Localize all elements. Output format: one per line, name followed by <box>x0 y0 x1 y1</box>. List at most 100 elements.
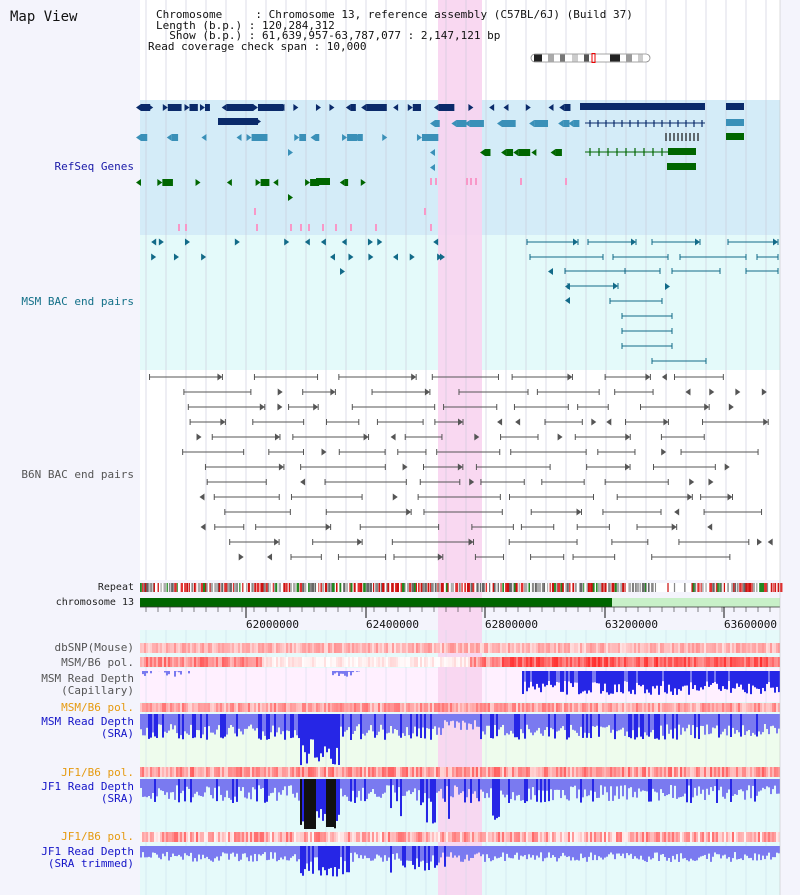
heat-cell <box>346 643 348 653</box>
depth-bar <box>606 846 608 857</box>
gene-arrow <box>468 538 474 546</box>
repeat-element <box>505 583 508 592</box>
heat-cell <box>492 832 494 842</box>
depth-bar <box>400 714 402 738</box>
heat-cell <box>322 657 324 667</box>
heat-cell <box>616 703 618 712</box>
depth-bar <box>700 846 702 857</box>
depth-bar <box>538 846 540 858</box>
depth-bar <box>620 846 622 856</box>
depth-bar <box>270 846 272 853</box>
gene-feature <box>290 224 292 231</box>
heat-cell <box>668 767 670 777</box>
heat-cell <box>288 832 290 842</box>
depth-bar <box>738 846 740 859</box>
depth-bar <box>164 846 166 857</box>
heat-cell <box>678 657 680 667</box>
depth-bar <box>392 714 394 734</box>
heat-cell <box>472 643 474 653</box>
track-label-b6n-bac[interactable]: B6N BAC end pairs <box>21 468 134 481</box>
depth-bar <box>772 671 774 688</box>
chromosome-band <box>140 598 612 607</box>
track-label-msm-depth-sra[interactable]: MSM Read Depth (SRA) <box>41 716 134 740</box>
depth-bar <box>742 671 744 690</box>
heat-cell <box>682 703 684 712</box>
depth-bar <box>630 846 632 854</box>
depth-bar <box>374 779 376 794</box>
depth-bar <box>362 714 364 734</box>
depth-bar <box>662 846 664 855</box>
depth-bar <box>550 714 552 728</box>
heat-cell <box>620 643 622 653</box>
depth-bar <box>192 779 194 798</box>
repeat-element <box>349 583 351 592</box>
heat-cell <box>186 657 188 667</box>
heat-cell <box>290 767 292 777</box>
gene-feature <box>189 104 198 111</box>
heat-cell <box>236 832 238 842</box>
track-label-msm-b6-pol-2[interactable]: MSM/B6 pol. <box>61 701 134 714</box>
gene-arrow <box>761 388 767 396</box>
heat-cell <box>364 657 366 667</box>
track-label-jf1-b6-pol-2[interactable]: JF1/B6 pol. <box>61 830 134 843</box>
heat-cell <box>456 657 458 667</box>
heat-cell <box>294 643 296 653</box>
heat-cell <box>482 657 484 667</box>
repeat-element <box>396 583 399 592</box>
depth-bar <box>628 671 630 692</box>
heat-cell <box>172 767 174 777</box>
depth-bar <box>582 846 584 859</box>
heat-cell <box>276 643 278 653</box>
gene-arrow <box>136 179 141 186</box>
depth-bar <box>740 779 742 790</box>
repeat-element <box>404 583 406 592</box>
heat-cell <box>634 832 636 842</box>
track-label-msm-b6-pol[interactable]: MSM/B6 pol. <box>61 656 134 669</box>
depth-bar <box>756 846 758 861</box>
track-label-msm-bac[interactable]: MSM BAC end pairs <box>21 295 134 308</box>
heat-cell <box>298 703 300 712</box>
repeat-element <box>536 583 540 592</box>
heat-cell <box>574 643 576 653</box>
heat-cell <box>662 643 664 653</box>
depth-bar <box>160 714 162 725</box>
gene-arrow <box>310 134 316 141</box>
heat-cell <box>644 643 646 653</box>
depth-bar <box>676 779 678 799</box>
heat-cell <box>324 657 326 667</box>
heat-cell <box>230 832 232 842</box>
depth-bar <box>528 779 530 789</box>
repeat-element <box>411 583 415 592</box>
depth-bar <box>702 714 704 726</box>
gene-arrow <box>390 433 396 441</box>
heat-cell <box>376 703 378 712</box>
heat-cell <box>584 767 586 777</box>
track-label-msm-depth-capillary[interactable]: MSM Read Depth (Capillary) <box>41 673 134 697</box>
repeat-element <box>525 583 528 592</box>
gene-feature <box>218 118 258 125</box>
heat-cell <box>204 832 206 842</box>
heat-cell <box>506 703 508 712</box>
track-label-jf1-depth-trimmed[interactable]: JF1 Read Depth (SRA trimmed) <box>41 846 134 870</box>
track-label-repeat[interactable]: Repeat <box>97 582 134 593</box>
track-label-refseq[interactable]: RefSeq Genes <box>54 160 134 173</box>
gene-feature <box>520 178 522 185</box>
heat-cell <box>178 767 180 777</box>
heat-cell <box>454 657 456 667</box>
heat-cell <box>642 643 644 653</box>
depth-bar <box>552 714 554 730</box>
heat-cell <box>414 767 416 777</box>
depth-bar <box>764 779 766 790</box>
depth-bar <box>246 779 248 799</box>
depth-bar <box>300 714 302 766</box>
repeat-element <box>470 583 473 592</box>
track-label-jf1-b6-pol[interactable]: JF1/B6 pol. <box>61 766 134 779</box>
depth-bar <box>304 846 306 870</box>
repeat-element <box>186 583 189 592</box>
track-label-jf1-depth-sra[interactable]: JF1 Read Depth (SRA) <box>41 781 134 805</box>
track-label-dbsnp[interactable]: dbSNP(Mouse) <box>54 641 134 654</box>
heat-cell <box>538 657 540 667</box>
chromosome-ideogram[interactable] <box>530 53 651 63</box>
track-label-chromosome[interactable]: chromosome 13 <box>55 597 134 608</box>
